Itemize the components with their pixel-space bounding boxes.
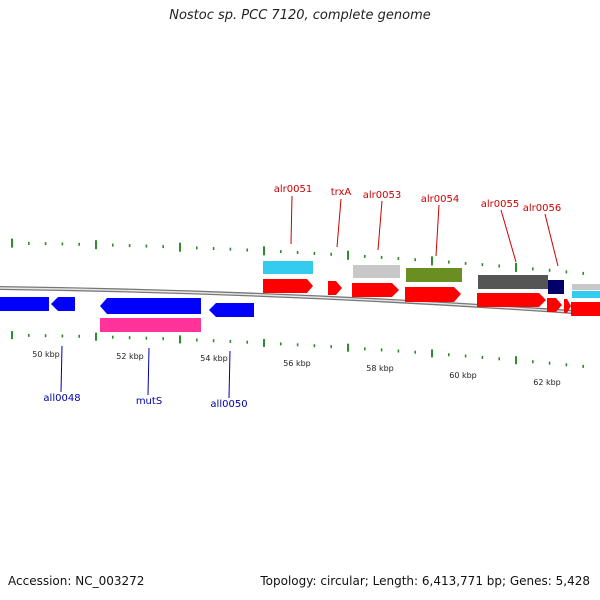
feature-all0047-cds[interactable]	[0, 297, 49, 311]
forward-labels: alr0051 trxA alr0053 alr0054 alr0055 alr…	[274, 184, 561, 214]
label-all0048[interactable]: all0048	[43, 393, 80, 404]
feature-edge-cyan[interactable]	[572, 291, 600, 298]
label-muts[interactable]: mutS	[136, 396, 162, 407]
map-title: Nostoc sp. PCC 7120, complete genome	[169, 8, 431, 23]
label-alr0051[interactable]: alr0051	[274, 184, 312, 195]
ticks-top	[11, 238, 585, 275]
feature-muts-cds[interactable]	[100, 298, 201, 314]
accession-label: Accession: NC_003272	[8, 574, 145, 588]
label-alr0053[interactable]: alr0053	[363, 190, 401, 201]
label-trxa[interactable]: trxA	[331, 187, 352, 198]
scale-label-50: 50 kbp	[32, 350, 60, 359]
label-all0050[interactable]: all0050	[210, 399, 247, 410]
reverse-labels: all0048 mutS all0050	[43, 393, 247, 410]
feature-alr0054-cds[interactable]	[405, 287, 461, 302]
scale-label-54: 54 kbp	[200, 354, 228, 363]
label-alr0056[interactable]: alr0056	[523, 203, 561, 214]
feature-alr0053-gene[interactable]	[353, 265, 400, 278]
scale-label-60: 60 kbp	[449, 371, 477, 380]
feature-alr0051-cds[interactable]	[263, 279, 313, 293]
ticks-bottom	[11, 331, 585, 368]
feature-all0048-cds[interactable]	[51, 297, 75, 311]
reverse-callouts	[60, 345, 231, 399]
scale-label-52: 52 kbp	[116, 352, 144, 361]
scale-label-56: 56 kbp	[283, 359, 311, 368]
feature-all0050-cds[interactable]	[209, 303, 254, 317]
reverse-features	[0, 297, 254, 332]
feature-trxa-cds[interactable]	[328, 281, 342, 295]
feature-alr0051-gene[interactable]	[263, 261, 313, 274]
genome-summary: Topology: circular; Length: 6,413,771 bp…	[260, 574, 590, 588]
scale-label-58: 58 kbp	[366, 364, 394, 373]
genome-backbone-inner	[0, 287, 600, 315]
feature-small-cds[interactable]	[564, 299, 571, 313]
label-alr0055[interactable]: alr0055	[481, 199, 519, 210]
scale-labels: 50 kbp 52 kbp 54 kbp 56 kbp 58 kbp 60 kb…	[32, 350, 561, 387]
feature-alr0054-gene[interactable]	[406, 268, 462, 282]
forward-features	[263, 261, 600, 316]
feature-alr0056-cds[interactable]	[547, 298, 562, 312]
scale-label-62: 62 kbp	[533, 378, 561, 387]
feature-alr0055-cds[interactable]	[477, 293, 546, 307]
feature-alr0055-gene[interactable]	[478, 275, 548, 289]
forward-callouts	[290, 195, 559, 267]
feature-alr0056-gene[interactable]	[548, 280, 564, 294]
feature-edge-cds[interactable]	[571, 302, 600, 316]
feature-edge-gray[interactable]	[572, 284, 600, 290]
label-alr0054[interactable]: alr0054	[421, 194, 459, 205]
feature-alr0053-cds[interactable]	[352, 283, 399, 297]
feature-muts-gene[interactable]	[100, 318, 201, 332]
